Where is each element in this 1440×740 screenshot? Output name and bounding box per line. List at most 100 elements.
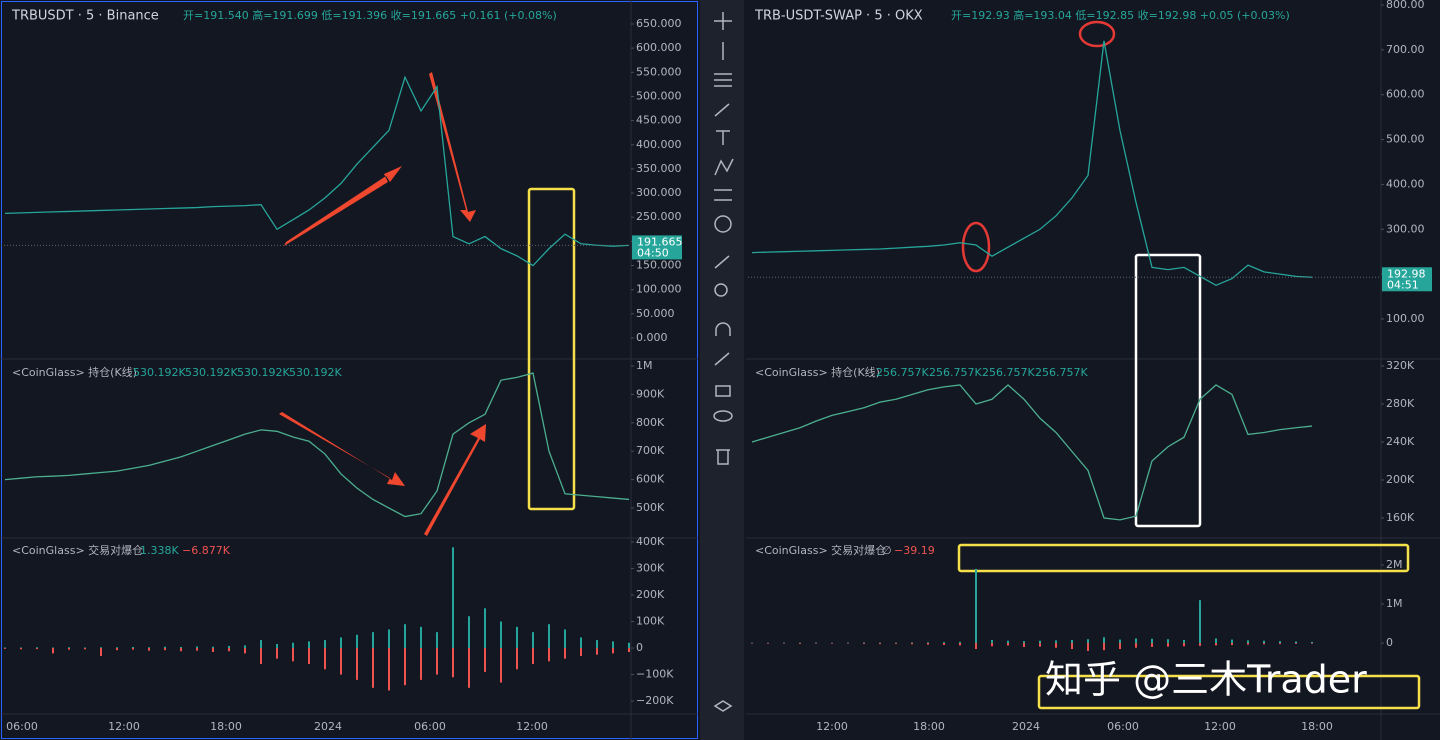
- liq-bar: [1007, 640, 1009, 644]
- liq-bar: [84, 647, 86, 649]
- y-tick-label: 350.000: [636, 162, 682, 175]
- x-tick-label: 2024: [1012, 720, 1040, 733]
- liq-bar: [500, 621, 502, 649]
- liq-bar: [831, 643, 833, 644]
- liq-bar: [751, 643, 753, 644]
- liq-bar: [1231, 643, 1233, 646]
- readout: 256.757K: [1035, 366, 1088, 379]
- liq-bar: [436, 648, 438, 675]
- toolbar-icons[interactable]: [713, 12, 734, 712]
- price-tag: [1382, 267, 1432, 292]
- liq-bar: [783, 642, 785, 644]
- liq-bar: [1007, 643, 1009, 646]
- liq-bar: [52, 648, 54, 654]
- liq-bar: [500, 648, 502, 683]
- liq-bar: [452, 547, 454, 649]
- symbol: TRB-USDT-SWAP · 5 · OKX: [754, 9, 923, 24]
- liq-bar: [1311, 643, 1313, 644]
- liq-bar: [68, 647, 70, 649]
- liq-bar: [164, 648, 166, 651]
- x-tick-label: 12:00: [108, 720, 140, 733]
- liq-bar: [84, 648, 86, 650]
- liq-bar: [404, 648, 406, 686]
- pane-title: <CoinGlass> 持仓(K线): [755, 365, 880, 379]
- liq-bar: [244, 645, 246, 649]
- liq-bar: [1055, 643, 1057, 648]
- liq-bar: [4, 648, 6, 649]
- y-tick-label: 160K: [1386, 511, 1415, 524]
- y-tick-label: 100.000: [636, 283, 682, 296]
- liq-bar: [292, 648, 294, 662]
- liq-bar: [68, 648, 70, 650]
- liq-bar: [212, 648, 214, 653]
- y-tick-label: −100K: [636, 668, 674, 681]
- liq-bar: [196, 648, 198, 651]
- price-line: [751, 40, 1313, 287]
- liq-bar: [1039, 640, 1041, 644]
- y-tick-label: 700.00: [1386, 43, 1425, 56]
- y-tick-label: 650.000: [636, 17, 682, 30]
- liq-bar: [863, 643, 865, 644]
- liq-bar: [911, 642, 913, 644]
- liq-bar: [52, 647, 54, 649]
- liq-bar: [1071, 639, 1073, 644]
- liq-bar: [959, 641, 961, 644]
- y-tick-label: 900K: [636, 387, 665, 400]
- liq-bar: [308, 641, 310, 649]
- liq-bar: [895, 642, 897, 644]
- y-tick-label: 500.000: [636, 89, 682, 102]
- liq-bar: [1247, 643, 1249, 645]
- liq-bar: [1151, 638, 1153, 644]
- liq-bar: [943, 642, 945, 644]
- liq-bar: [20, 648, 22, 650]
- price-tag-label: 192.98: [1387, 267, 1426, 280]
- y-tick-label: 0.000: [636, 331, 668, 344]
- liq-bar: [564, 629, 566, 649]
- liq-bar: [4, 647, 6, 649]
- liq-bar: [1279, 641, 1281, 644]
- liq-bar: [228, 648, 230, 652]
- liq-bar: [580, 648, 582, 656]
- liq-bar: [927, 643, 929, 645]
- liq-bar: [260, 648, 262, 664]
- liq-bar: [612, 641, 614, 649]
- liq-bar: [799, 643, 801, 644]
- y-tick-label: −200K: [636, 694, 674, 707]
- liq-bar: [943, 643, 945, 646]
- y-tick-label: 450.000: [636, 114, 682, 127]
- price-line: [4, 75, 630, 267]
- liq-bar: [132, 648, 134, 650]
- x-tick-label: 06:00: [414, 720, 446, 733]
- liq-bar: [532, 632, 534, 649]
- readout: 530.192K: [133, 366, 186, 379]
- y-tick-label: 150.000: [636, 259, 682, 272]
- liq-bar: [1167, 643, 1169, 647]
- liq-bar: [388, 629, 390, 649]
- liq-bar: [879, 642, 881, 644]
- liq-bar: [1119, 643, 1121, 649]
- liq-bar: [767, 642, 769, 644]
- liq-bar: [164, 646, 166, 649]
- y-tick-label: 400.000: [636, 138, 682, 151]
- liq-bar: [548, 624, 550, 649]
- liq-bar: [815, 643, 817, 644]
- liq-bar: [532, 648, 534, 664]
- pane-title: <CoinGlass> 持仓(K线): [12, 365, 137, 379]
- liq-bar: [244, 648, 246, 654]
- y-tick-label: 300K: [636, 562, 665, 575]
- liq-bar: [212, 646, 214, 649]
- liq-bar: [628, 642, 630, 649]
- liq-bar: [292, 642, 294, 649]
- price-tag-label: 191.665: [637, 235, 683, 248]
- liq-bar: [815, 642, 817, 644]
- liq-bar: [100, 648, 102, 656]
- x-tick-label: 06:00: [6, 720, 38, 733]
- liq-bar: [468, 616, 470, 649]
- liq-bar: [116, 648, 118, 651]
- liq-bar: [516, 626, 518, 649]
- y-tick-label: 2M: [1386, 558, 1403, 571]
- y-tick-label: 1M: [1386, 597, 1403, 610]
- y-tick-label: 700K: [636, 444, 665, 457]
- liq-bar: [1103, 643, 1105, 651]
